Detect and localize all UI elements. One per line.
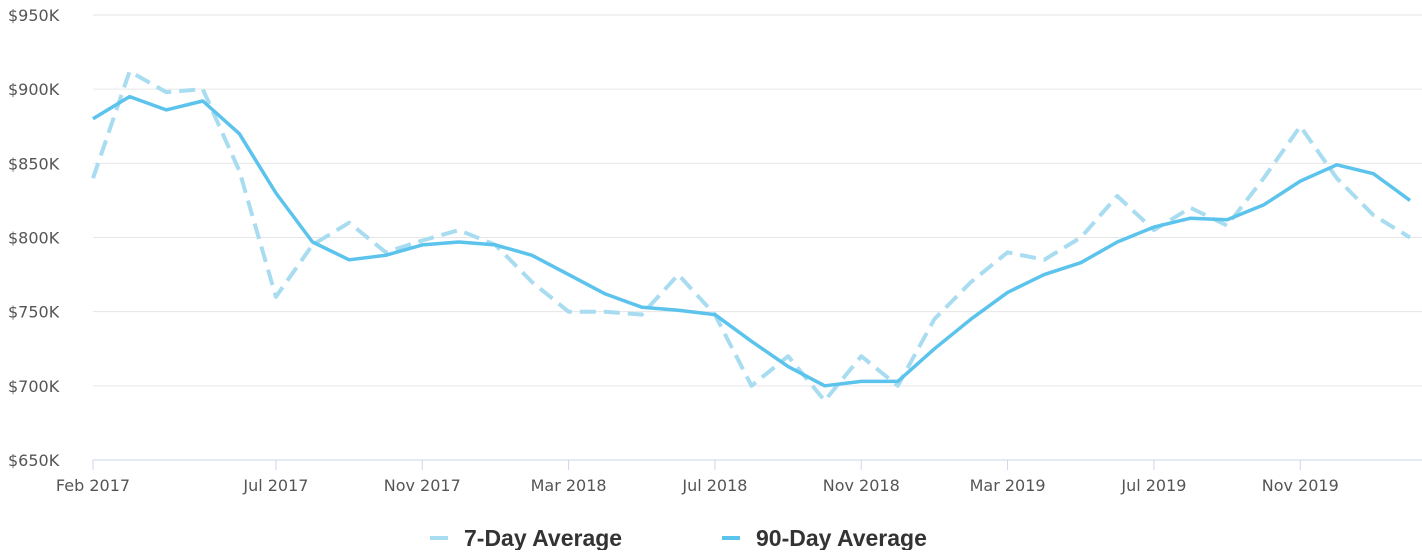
x-tick-label: Mar 2019 xyxy=(970,476,1046,495)
series-line xyxy=(92,94,1412,388)
legend-item: 90-Day Average xyxy=(722,525,927,551)
y-tick-label: $900K xyxy=(8,80,60,99)
x-tick-label: Feb 2017 xyxy=(56,476,130,495)
x-tick-label: Jul 2017 xyxy=(242,476,308,495)
legend-label: 7-Day Average xyxy=(464,525,622,550)
series-line xyxy=(91,69,1412,403)
y-tick-label: $950K xyxy=(8,6,60,25)
x-tick-label: Mar 2018 xyxy=(531,476,607,495)
y-tick-label: $650K xyxy=(8,451,60,470)
legend-item: 7-Day Average xyxy=(430,525,622,551)
y-tick-label: $750K xyxy=(8,303,60,322)
y-tick-label: $700K xyxy=(8,377,60,396)
x-tick-label: Jul 2019 xyxy=(1120,476,1186,495)
x-tick-label: Nov 2019 xyxy=(1262,476,1339,495)
x-tick-label: Nov 2017 xyxy=(384,476,461,495)
x-tick-label: Nov 2018 xyxy=(823,476,900,495)
legend-label: 90-Day Average xyxy=(756,525,927,550)
y-tick-label: $850K xyxy=(8,154,60,173)
y-tick-label: $800K xyxy=(8,229,60,248)
x-tick-label: Jul 2018 xyxy=(681,476,747,495)
